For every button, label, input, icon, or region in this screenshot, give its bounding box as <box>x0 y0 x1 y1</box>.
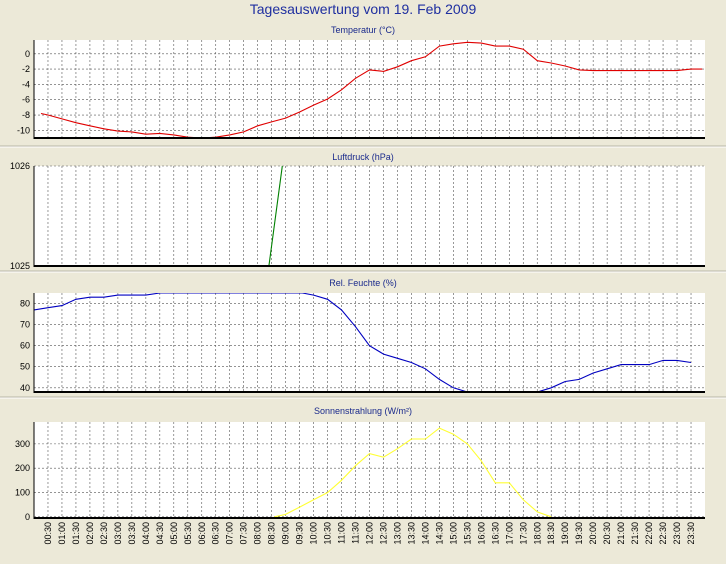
x-tick-label: 11:00 <box>337 522 347 544</box>
x-tick-label: 00:30 <box>43 522 53 545</box>
x-tick-label: 11:30 <box>351 522 361 544</box>
series-line-1 <box>40 41 703 138</box>
x-tick-label: 16:30 <box>490 522 500 545</box>
series-line-2 <box>268 166 283 266</box>
y-tick-label: 1025 <box>10 261 30 271</box>
x-tick-label: 03:30 <box>127 522 137 545</box>
x-tick-label: 10:00 <box>309 522 319 545</box>
y-tick-label: -4 <box>22 79 30 89</box>
x-tick-label: 12:30 <box>378 522 388 545</box>
x-tick-label: 16:00 <box>476 522 486 545</box>
x-tick-label: 17:30 <box>518 522 528 545</box>
x-tick-label: 13:00 <box>392 522 402 545</box>
x-tick-label: 19:30 <box>574 522 584 545</box>
x-tick-label: 14:00 <box>420 522 430 545</box>
x-tick-label: 20:00 <box>588 522 598 545</box>
x-tick-label: 07:30 <box>239 522 249 545</box>
x-tick-label: 22:00 <box>644 522 654 545</box>
x-tick-label: 10:30 <box>323 522 333 545</box>
x-tick-label: 09:00 <box>281 522 291 545</box>
x-tick-label: 20:30 <box>602 522 612 545</box>
x-tick-label: 03:00 <box>113 522 123 545</box>
y-tick-label: 60 <box>20 341 30 351</box>
x-tick-label: 01:00 <box>57 522 67 545</box>
y-tick-label: 200 <box>15 463 30 473</box>
x-tick-label: 07:00 <box>225 522 235 545</box>
y-tick-label: 50 <box>20 362 30 372</box>
series-line-3 <box>34 293 692 392</box>
x-tick-label: 08:00 <box>253 522 263 545</box>
x-tick-label: 09:30 <box>295 522 305 545</box>
x-tick-label: 13:30 <box>406 522 416 545</box>
y-tick-label: 0 <box>25 49 30 59</box>
x-tick-label: 01:30 <box>71 522 81 545</box>
x-tick-label: 08:30 <box>267 522 277 545</box>
chart-title: Temperatur (°C) <box>331 25 395 35</box>
y-tick-label: 100 <box>15 487 30 497</box>
x-tick-label: 02:00 <box>85 522 95 545</box>
y-tick-label: -10 <box>17 125 30 135</box>
y-tick-label: 70 <box>20 320 30 330</box>
chart-title: Sonnenstrahlung (W/m²) <box>314 406 412 416</box>
x-tick-label: 06:30 <box>211 522 221 545</box>
y-tick-label: 300 <box>15 439 30 449</box>
x-tick-label: 04:30 <box>155 522 165 545</box>
x-tick-label: 19:00 <box>560 522 570 545</box>
y-tick-label: -8 <box>22 110 30 120</box>
y-tick-label: 1026 <box>10 161 30 171</box>
x-tick-label: 05:30 <box>183 522 193 545</box>
y-tick-label: -6 <box>22 95 30 105</box>
y-tick-label: 40 <box>20 383 30 393</box>
x-tick-label: 14:30 <box>434 522 444 545</box>
chart-panel-1: Temperatur (°C) 0 -2 -4 -6 -8 -10 <box>0 25 726 148</box>
x-tick-label: 18:00 <box>532 522 542 545</box>
chart-title: Rel. Feuchte (%) <box>329 278 397 288</box>
x-tick-label: 04:00 <box>141 522 151 545</box>
chart-panel-4: Sonnenstrahlung (W/m²) 300 200 100 0 <box>15 406 705 522</box>
x-tick-label: 18:30 <box>546 522 556 545</box>
series-line-4 <box>274 427 552 518</box>
x-tick-label: 15:30 <box>462 522 472 545</box>
x-tick-label: 21:00 <box>616 522 626 545</box>
x-tick-label: 22:30 <box>658 522 668 545</box>
x-tick-label: 06:00 <box>197 522 207 545</box>
x-tick-label: 23:30 <box>686 522 696 545</box>
x-tick-label: 23:00 <box>672 522 682 545</box>
x-tick-label: 15:00 <box>448 522 458 545</box>
x-tick-label: 12:00 <box>365 522 375 545</box>
x-tick-label: 21:30 <box>630 522 640 545</box>
chart-panel-2: Luftdruck (hPa) 1026 1025 <box>0 152 726 273</box>
chart-panel-3: Rel. Feuchte (%) 80 70 60 50 40 <box>0 278 726 399</box>
y-tick-label: 80 <box>20 299 30 309</box>
y-tick-label: 0 <box>25 512 30 522</box>
page-title: Tagesauswertung vom 19. Feb 2009 <box>249 1 477 17</box>
x-tick-label: 17:00 <box>504 522 514 545</box>
x-tick-label: 02:30 <box>99 522 109 545</box>
x-axis-labels: 00:30 01:00 01:30 02:00 02:30 03:00 03:30 04:00… <box>43 522 696 545</box>
chart-title: Luftdruck (hPa) <box>332 152 394 162</box>
y-tick-label: -2 <box>22 64 30 74</box>
x-tick-label: 05:00 <box>169 522 179 545</box>
